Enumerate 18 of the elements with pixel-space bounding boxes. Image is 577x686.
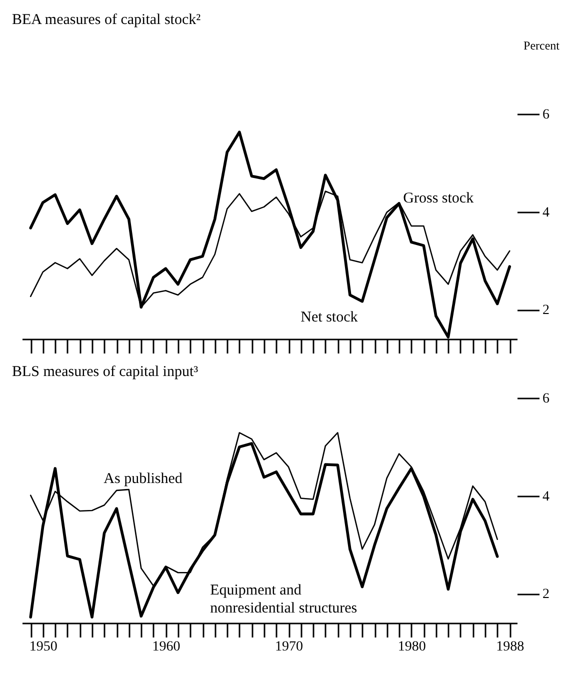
- y-tick-label: 6: [542, 108, 550, 122]
- series-label: Equipment and nonresidential structures: [210, 582, 358, 616]
- x-tick-label: 1960: [152, 640, 180, 654]
- x-tick-label: 1950: [29, 640, 58, 654]
- y-axis-title: Percent: [524, 38, 560, 52]
- chart-title: BEA measures of capital stock²: [12, 12, 202, 28]
- chart-title: BLS measures of capital input³: [12, 364, 199, 380]
- y-tick-label: 4: [542, 205, 550, 220]
- series-label: Net stock: [300, 310, 358, 326]
- x-tick-label: 1988: [496, 640, 524, 654]
- y-tick-label: 2: [542, 587, 550, 602]
- series-label: Gross stock: [403, 190, 474, 206]
- y-tick-label: 6: [542, 392, 550, 406]
- x-tick-label: 1970: [275, 640, 304, 654]
- series-label: As published: [104, 470, 183, 487]
- y-tick-label: 4: [542, 489, 550, 504]
- y-tick-label: 2: [542, 303, 550, 318]
- x-tick-label: 1980: [398, 640, 426, 654]
